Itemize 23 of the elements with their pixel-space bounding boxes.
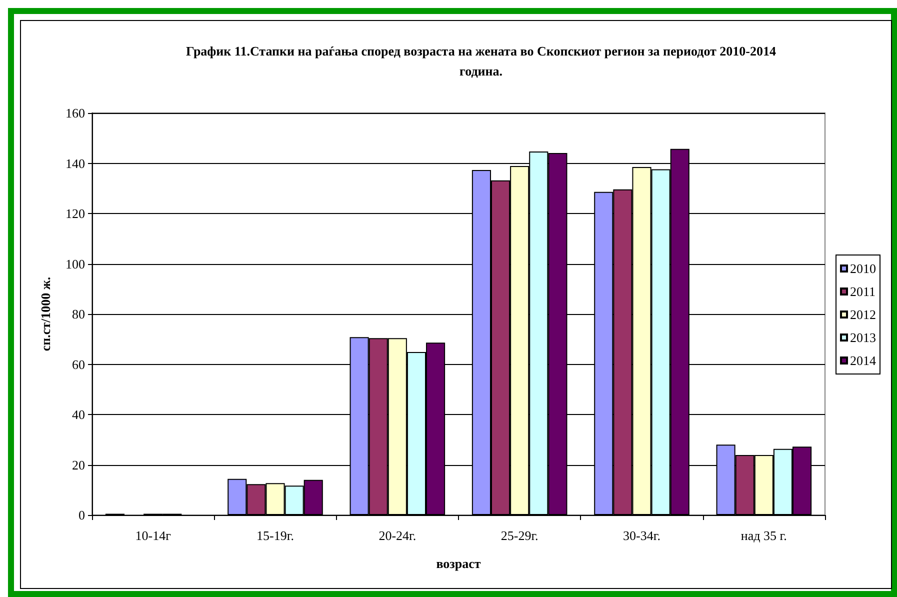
chart-title: График 11.Стапки на раѓања според возраста на жената во Скопскиот регион за периодот 2010-2014 година.: [186, 44, 776, 78]
x-tick-label: 20-24г.: [378, 528, 416, 543]
x-axis-title: возраст: [436, 556, 482, 571]
y-axis-title: сп.ст/1000 ж.: [38, 276, 53, 352]
y-tick-label: 80: [72, 306, 85, 322]
legend-label: 2013: [850, 330, 876, 345]
y-tick-label: 60: [72, 356, 85, 372]
x-tick-label: 15-19г.: [256, 528, 294, 543]
legend-label: 2012: [850, 307, 876, 322]
x-tick-label: 25-29г.: [500, 528, 538, 543]
legend-label: 2011: [850, 284, 876, 299]
legend-label: 2010: [850, 261, 876, 276]
x-tick-label: над 35 г.: [740, 528, 787, 543]
y-tick-label: 100: [66, 256, 85, 272]
y-tick-label: 140: [66, 156, 85, 171]
y-tick-label: 160: [66, 106, 85, 120]
y-tick-label: 20: [72, 457, 85, 472]
legend-label: 2014: [850, 353, 876, 368]
y-tick-label: 40: [72, 407, 85, 422]
x-tick-label: 30-34г.: [623, 528, 660, 543]
y-tick-label: 0: [78, 508, 85, 522]
x-tick-label: 10-14г: [135, 528, 171, 543]
y-tick-label: 120: [66, 206, 85, 221]
